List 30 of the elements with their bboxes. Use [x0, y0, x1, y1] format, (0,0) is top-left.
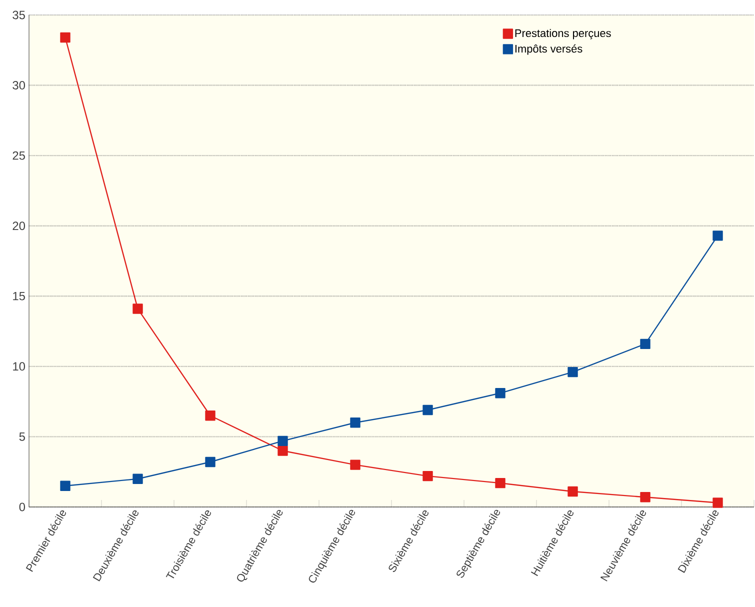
point [422, 470, 433, 482]
point [132, 304, 143, 314]
point [712, 498, 723, 508]
point [60, 32, 70, 43]
y-tick-label: 20 [12, 222, 26, 230]
point [278, 436, 288, 446]
y-tick-label: 35 [12, 10, 25, 20]
point [640, 338, 650, 350]
point [640, 492, 650, 502]
legend-label: Prestations perçues [515, 29, 611, 40]
y-tick-label: 0 [19, 502, 26, 512]
y-tick-label: 30 [12, 81, 26, 90]
point [278, 446, 288, 456]
point [568, 486, 578, 497]
point [132, 474, 143, 484]
y-tick-label: 10 [13, 362, 26, 371]
point [350, 418, 360, 428]
point [495, 478, 506, 488]
point [568, 366, 578, 378]
y-tick-label: 25 [12, 151, 25, 160]
point [350, 460, 360, 470]
point [495, 388, 506, 398]
point [60, 480, 70, 491]
y-tick-label: 15 [13, 292, 25, 300]
legend-label: Impôts versés [515, 44, 582, 55]
point [205, 410, 216, 421]
y-tick-label: 5 [19, 432, 25, 441]
point [422, 404, 433, 416]
point [205, 456, 216, 468]
point [712, 230, 723, 241]
